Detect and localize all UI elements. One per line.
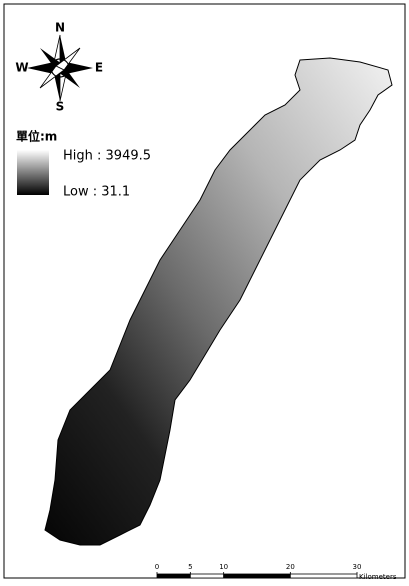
- compass-n: N: [55, 21, 65, 35]
- compass-e: E: [95, 61, 103, 75]
- scale-segment: [224, 574, 291, 578]
- compass: [27, 35, 93, 101]
- scale-label: 0: [155, 563, 159, 571]
- scale-label: 5: [188, 563, 192, 571]
- scale-bar: 0 5 10 20 30 Kilometers: [155, 563, 397, 581]
- basin: [45, 58, 392, 545]
- scale-segment: [157, 574, 190, 578]
- scale-label: 30: [353, 563, 362, 571]
- map: N S W E 單位:m High : 3949.5 Low : 31.1 0 5…: [0, 0, 409, 582]
- compass-s: S: [56, 100, 65, 114]
- legend-low: Low : 31.1: [63, 185, 130, 200]
- compass-w: W: [15, 61, 28, 75]
- scale-unit: Kilometers: [359, 573, 397, 581]
- legend-high: High : 3949.5: [63, 149, 151, 164]
- scale-label: 20: [286, 563, 295, 571]
- scale-label: 10: [219, 563, 228, 571]
- scale-segment: [290, 574, 357, 578]
- legend-ramp: [17, 150, 49, 195]
- scale-segment: [190, 574, 223, 578]
- legend-unit: 單位:m: [16, 129, 57, 144]
